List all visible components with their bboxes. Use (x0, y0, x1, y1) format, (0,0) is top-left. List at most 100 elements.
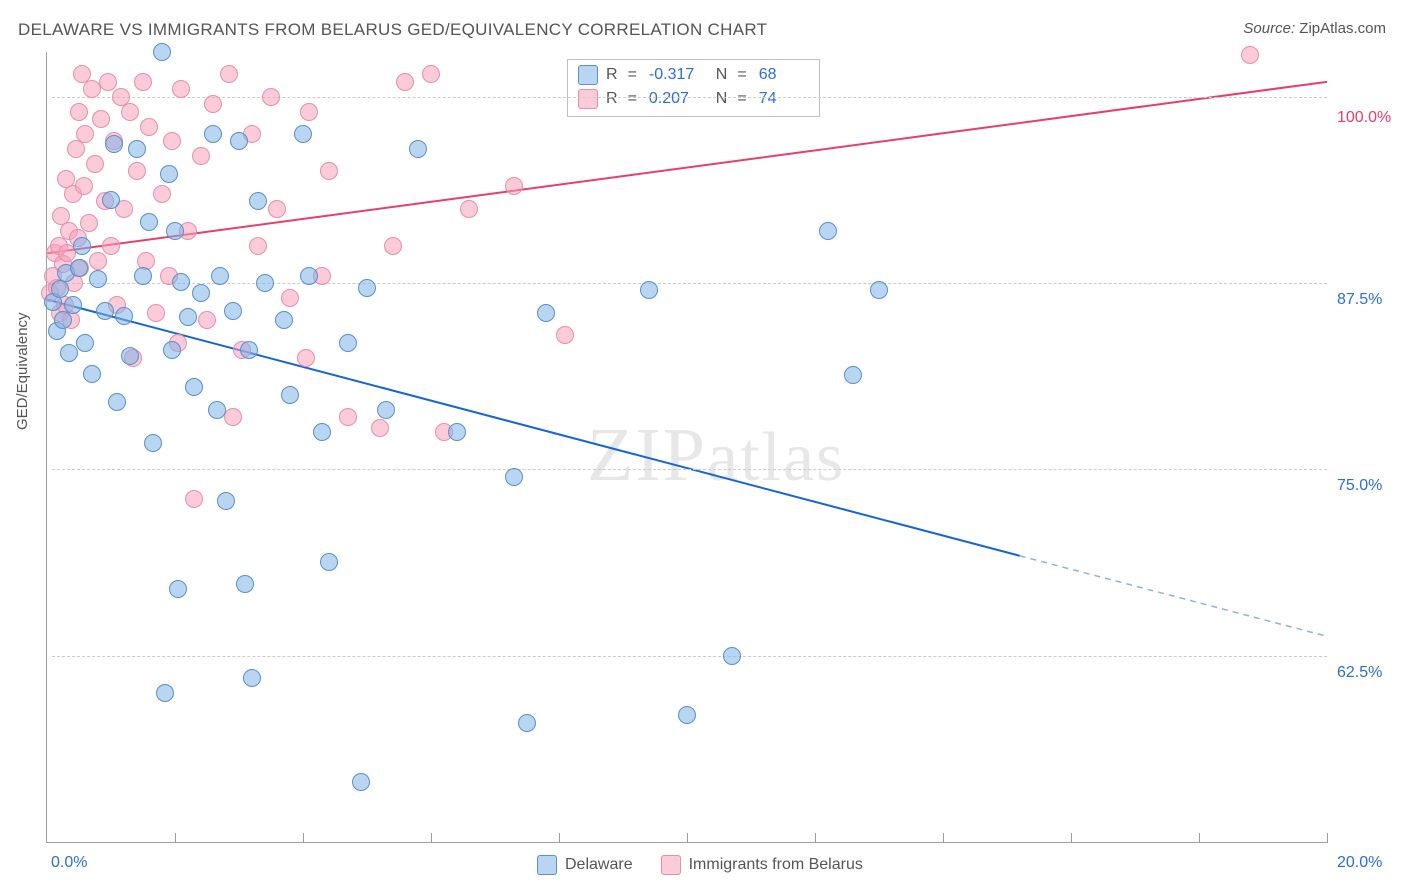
point-delaware (73, 237, 91, 255)
point-belarus (198, 311, 216, 329)
point-belarus (339, 408, 357, 426)
ytick-label: 62.5% (1337, 664, 1382, 682)
point-belarus (204, 95, 222, 113)
point-belarus (224, 408, 242, 426)
source-attribution: Source: ZipAtlas.com (1243, 20, 1386, 37)
watermark-zip: ZIP (587, 413, 707, 497)
point-delaware (236, 575, 254, 593)
point-delaware (128, 140, 146, 158)
y-axis-label: GED/Equivalency (14, 312, 31, 430)
swatch-delaware (537, 855, 557, 875)
point-belarus (89, 252, 107, 270)
stats-legend: R= -0.317 N= 68 R= 0.207 N= 74 (567, 59, 820, 117)
point-delaware (192, 284, 210, 302)
point-delaware (320, 553, 338, 571)
stats-row-belarus: R= 0.207 N= 74 (578, 87, 809, 111)
point-delaware (70, 259, 88, 277)
xtick (1071, 833, 1072, 843)
point-belarus (185, 490, 203, 508)
legend-label-belarus: Immigrants from Belarus (689, 856, 863, 874)
series-legend: Delaware Immigrants from Belarus (537, 855, 863, 875)
point-delaware (844, 366, 862, 384)
point-delaware (76, 334, 94, 352)
point-delaware (505, 468, 523, 486)
point-belarus (134, 73, 152, 91)
xtick (559, 833, 560, 843)
point-belarus (121, 103, 139, 121)
gridline (52, 283, 1327, 284)
point-belarus (163, 132, 181, 150)
point-delaware (89, 270, 107, 288)
point-belarus (70, 103, 88, 121)
legend-label-delaware: Delaware (565, 856, 633, 874)
point-delaware (249, 192, 267, 210)
point-delaware (144, 434, 162, 452)
legend-item-belarus: Immigrants from Belarus (661, 855, 863, 875)
eq: = (737, 87, 746, 111)
point-belarus (396, 73, 414, 91)
xtick (175, 833, 176, 843)
point-delaware (208, 401, 226, 419)
point-delaware (96, 302, 114, 320)
point-delaware (352, 773, 370, 791)
point-belarus (384, 237, 402, 255)
xtick (815, 833, 816, 843)
point-belarus (140, 118, 158, 136)
point-belarus (80, 214, 98, 232)
chart-container: DELAWARE VS IMMIGRANTS FROM BELARUS GED/… (0, 0, 1406, 892)
point-delaware (163, 341, 181, 359)
point-delaware (108, 393, 126, 411)
point-delaware (537, 304, 555, 322)
r-value-delaware: -0.317 (649, 63, 699, 87)
point-delaware (140, 213, 158, 231)
xtick (303, 833, 304, 843)
swatch-delaware (578, 65, 598, 85)
point-belarus (76, 125, 94, 143)
point-belarus (371, 419, 389, 437)
point-belarus (297, 349, 315, 367)
point-belarus (153, 185, 171, 203)
point-belarus (147, 304, 165, 322)
n-value-delaware: 68 (759, 63, 809, 87)
eq: = (628, 87, 637, 111)
point-delaware (275, 311, 293, 329)
point-delaware (179, 308, 197, 326)
stats-row-delaware: R= -0.317 N= 68 (578, 63, 809, 87)
point-delaware (102, 191, 120, 209)
point-delaware (185, 378, 203, 396)
point-delaware (224, 302, 242, 320)
point-delaware (339, 334, 357, 352)
point-delaware (115, 307, 133, 325)
xtick (1199, 833, 1200, 843)
point-delaware (60, 344, 78, 362)
point-delaware (448, 423, 466, 441)
point-belarus (268, 200, 286, 218)
point-delaware (256, 274, 274, 292)
point-belarus (99, 73, 117, 91)
point-delaware (121, 347, 139, 365)
point-delaware (243, 669, 261, 687)
point-belarus (320, 162, 338, 180)
point-belarus (262, 88, 280, 106)
point-belarus (128, 162, 146, 180)
x-min-label: 0.0% (51, 854, 87, 872)
n-label: N (707, 87, 727, 111)
point-delaware (640, 281, 658, 299)
point-delaware (64, 296, 82, 314)
point-belarus (192, 147, 210, 165)
point-delaware (240, 341, 258, 359)
point-belarus (102, 237, 120, 255)
point-belarus (75, 177, 93, 195)
point-delaware (281, 386, 299, 404)
point-delaware (313, 423, 331, 441)
gridline (52, 656, 1327, 657)
r-label: R (606, 87, 618, 111)
point-belarus (1241, 46, 1259, 64)
point-delaware (294, 125, 312, 143)
eq: = (628, 63, 637, 87)
r-label: R (606, 63, 618, 87)
point-delaware (678, 706, 696, 724)
gridline (52, 97, 1327, 98)
point-belarus (92, 110, 110, 128)
plot-area: ZIPatlas R= -0.317 N= 68 R= 0.207 N= 74 (46, 52, 1327, 843)
